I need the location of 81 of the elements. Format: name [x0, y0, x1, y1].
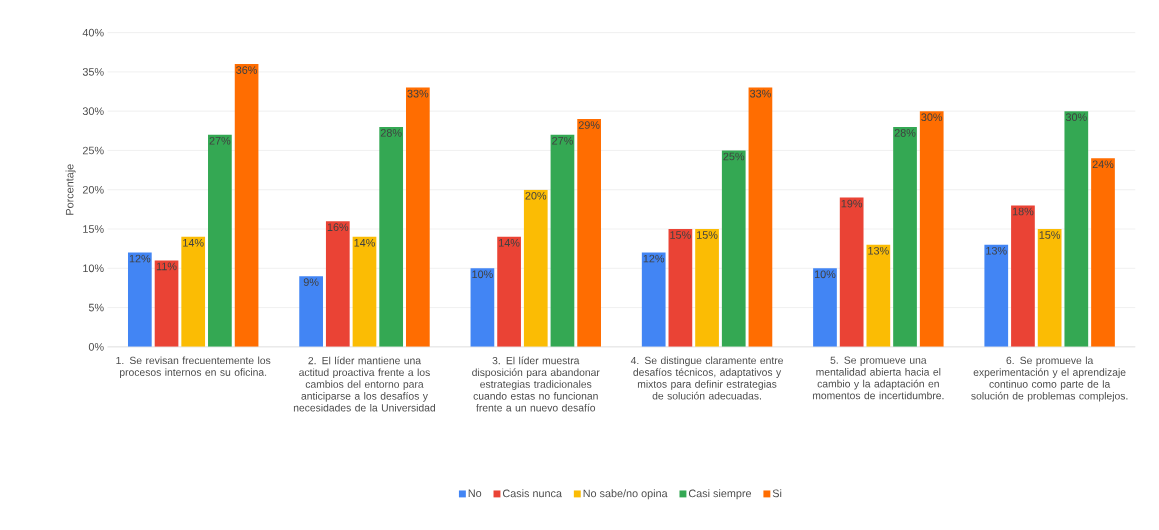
data-label: 30%	[921, 113, 943, 122]
bar	[1011, 205, 1035, 348]
data-label: 36%	[236, 66, 257, 75]
bar	[352, 237, 377, 348]
y-tick-label: 20%	[82, 186, 104, 194]
bar	[550, 134, 575, 348]
legend-label: No sabe/no opina	[583, 489, 668, 500]
legend-label: Casis nunca	[502, 489, 562, 498]
data-label: 30%	[1065, 113, 1087, 122]
bar	[893, 127, 917, 348]
bar	[208, 134, 232, 348]
y-tick-label: 35%	[82, 68, 104, 76]
bar	[325, 221, 350, 348]
bar	[470, 268, 495, 348]
y-tick-label: 10%	[83, 264, 104, 273]
bar	[154, 260, 179, 348]
y-tick-label: 25%	[82, 146, 104, 155]
data-label: 16%	[327, 223, 349, 232]
bar	[813, 268, 837, 348]
bar	[748, 87, 773, 348]
x-tick-label: 6. Se promueve la experimentación y el aprendizaje continuo como parte de la solución de problemas complejos.	[971, 356, 1128, 402]
data-label: 13%	[868, 247, 889, 255]
data-label: 29%	[578, 121, 600, 130]
data-label: 15%	[1039, 231, 1061, 239]
legend-label: Casi siempre	[688, 489, 752, 500]
y-tick-label: 15%	[83, 225, 104, 233]
data-label: 27%	[209, 137, 231, 145]
legend-label: Si	[772, 489, 782, 498]
y-tick-label: 0%	[88, 343, 104, 351]
x-tick-label: 3. El líder muestra disposición para abandonar estrategias tradicionales cuando estas no funcionan frente a un nuevo desafío	[472, 356, 600, 412]
data-label: 9%	[303, 278, 319, 287]
bar	[577, 119, 601, 348]
data-label: 24%	[1092, 160, 1114, 169]
y-tick-label: 40%	[82, 28, 104, 37]
bar	[181, 237, 206, 348]
bar	[299, 276, 323, 348]
bar	[379, 127, 404, 348]
bar	[668, 229, 693, 348]
x-tick-label: 2. El líder mantiene una actitud proactiva frente a los cambios del entorno para anticiparse a los desafíos y necesidades de la Universidad	[293, 356, 436, 412]
x-tick-label: 4. Se distingue claramente entre desafíos técnicos, adaptativos y mixtos para definir estrategias de solución adecuadas.	[630, 356, 783, 400]
data-label: 10%	[814, 270, 836, 279]
legend-label: No	[468, 489, 482, 498]
bar	[1037, 229, 1062, 348]
data-label: 15%	[670, 231, 691, 239]
data-label: 28%	[894, 129, 916, 137]
data-label: 11%	[156, 262, 177, 271]
data-label: 12%	[643, 254, 665, 263]
data-label: 14%	[499, 239, 520, 247]
x-tick-label: 1. Se revisan frecuentemente los procesos internos en su oficina.	[116, 356, 271, 379]
bar	[695, 229, 719, 348]
data-label: 25%	[723, 152, 745, 161]
data-label: 14%	[183, 239, 204, 247]
bar	[866, 244, 891, 348]
data-label: 15%	[697, 231, 718, 239]
bar	[839, 197, 864, 348]
data-label: 20%	[525, 192, 547, 200]
data-label: 19%	[841, 199, 863, 208]
data-label: 28%	[380, 129, 402, 137]
x-tick-label: 5. Se promueve una mentalidad abierta hacia el cambio y la adaptación en momentos de incertidumbre.	[812, 356, 944, 400]
bar	[127, 252, 152, 348]
bar	[721, 150, 746, 348]
data-label: 14%	[354, 239, 375, 247]
data-label: 33%	[407, 89, 429, 98]
bar	[497, 237, 521, 348]
y-tick-label: 5%	[88, 303, 104, 312]
data-label: 33%	[750, 89, 771, 98]
data-label: 27%	[552, 137, 573, 145]
bar	[1091, 158, 1115, 348]
bar	[405, 87, 430, 348]
data-label: 18%	[1012, 207, 1034, 216]
y-axis-title: Porcentaje	[65, 164, 76, 215]
bar	[984, 244, 1009, 348]
data-label: 12%	[129, 254, 151, 263]
bar	[523, 189, 548, 348]
bar	[234, 64, 259, 348]
data-label: 10%	[472, 270, 493, 279]
bar	[919, 111, 944, 348]
y-tick-label: 30%	[82, 107, 104, 116]
bar	[641, 252, 666, 348]
bar	[1064, 111, 1089, 348]
data-label: 13%	[986, 247, 1007, 255]
